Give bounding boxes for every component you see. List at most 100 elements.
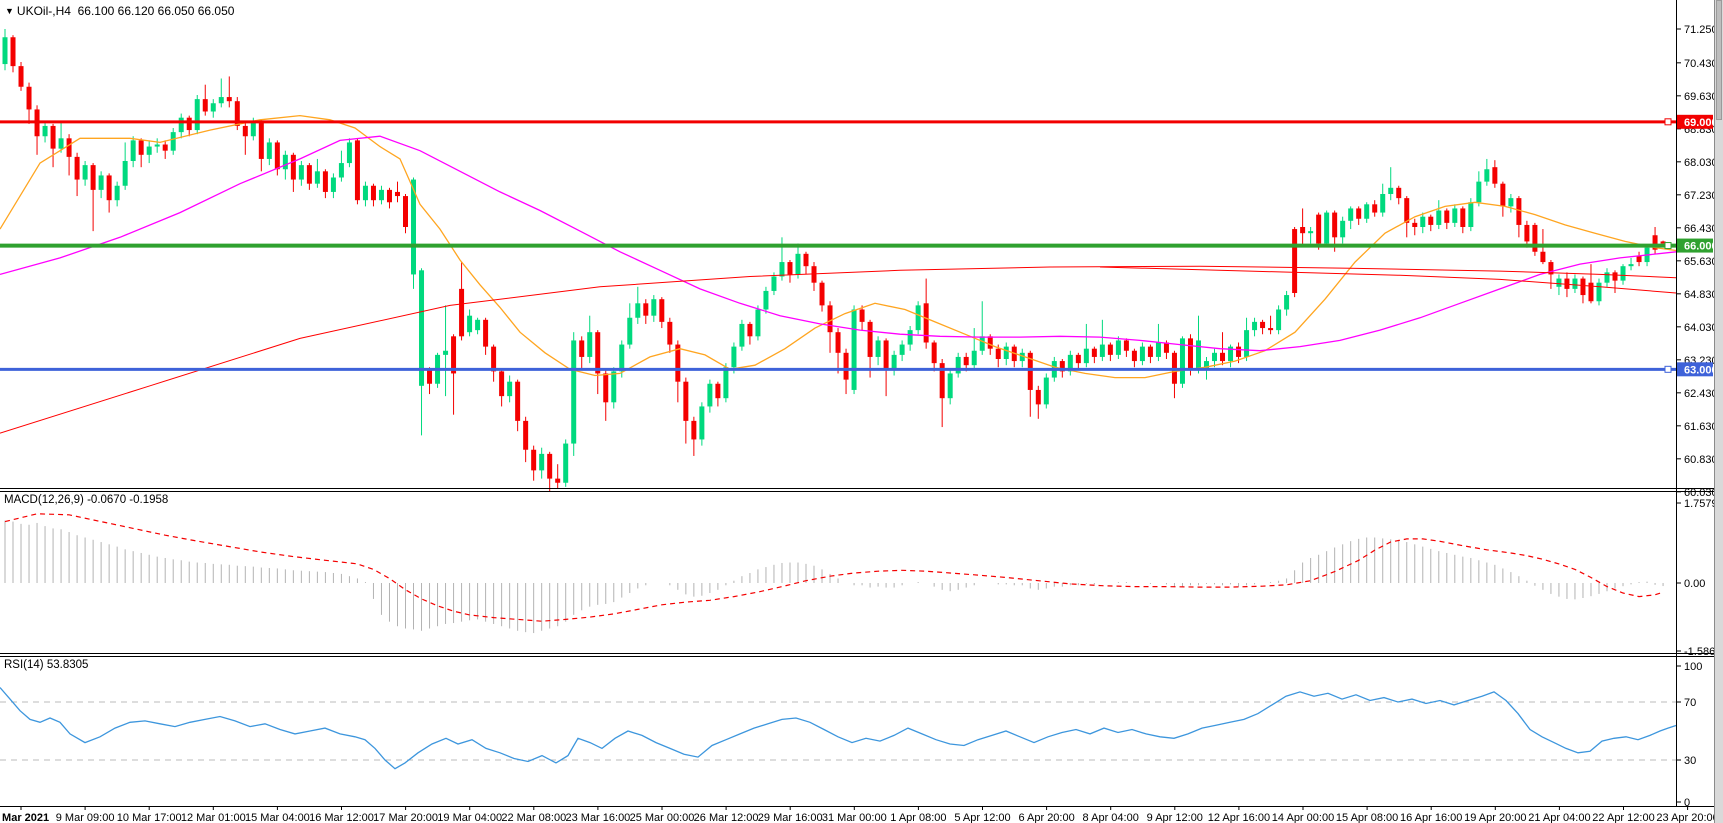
candle (138, 140, 144, 155)
candle (1260, 321, 1266, 329)
svg-text:61.630: 61.630 (1684, 421, 1718, 433)
candle (370, 185, 376, 201)
candle (282, 154, 288, 170)
candle (947, 373, 953, 399)
candle (98, 175, 104, 190)
candle (114, 185, 120, 201)
candle (1620, 266, 1626, 281)
candle (1548, 262, 1554, 275)
candle (1292, 229, 1298, 293)
candle (1436, 210, 1442, 225)
candle (1155, 342, 1161, 357)
svg-text:31 Mar 00:00: 31 Mar 00:00 (822, 812, 887, 823)
vertical-scrollbar[interactable] (1714, 0, 1723, 823)
candle (10, 37, 16, 67)
candle (1484, 169, 1490, 182)
candle (1043, 377, 1049, 405)
svg-text:60.030: 60.030 (1684, 487, 1718, 499)
svg-text:14 Apr 00:00: 14 Apr 00:00 (1272, 812, 1334, 823)
candle (66, 138, 72, 157)
candle (659, 299, 665, 322)
candle (611, 371, 617, 403)
level-lines[interactable] (0, 118, 1676, 373)
scrollbar-thumb[interactable] (1716, 0, 1722, 120)
candle (178, 117, 184, 133)
candle (74, 156, 80, 180)
candle (386, 189, 392, 203)
candle (1300, 227, 1306, 234)
candle (1420, 216, 1426, 227)
candle (715, 383, 721, 399)
candle (354, 140, 360, 201)
svg-text:100: 100 (1684, 661, 1702, 673)
candle (26, 86, 32, 110)
candle (995, 348, 1001, 359)
candle (274, 142, 280, 170)
candle (787, 262, 793, 275)
candle (883, 340, 889, 370)
svg-text:19 Mar 04:00: 19 Mar 04:00 (437, 812, 502, 823)
macd-signal-line (4, 513, 1664, 622)
hline-handle[interactable] (1664, 365, 1672, 373)
candle (803, 253, 809, 267)
candle (1147, 346, 1153, 357)
candle (50, 125, 56, 149)
candle (1067, 354, 1073, 372)
candle (1452, 208, 1458, 223)
svg-text:60.830: 60.830 (1684, 454, 1718, 466)
moving-averages (0, 114, 1677, 434)
candle (1195, 340, 1201, 370)
candle (635, 303, 641, 318)
candlestick-series[interactable] (2, 29, 1666, 491)
svg-text:16 Apr 16:00: 16 Apr 16:00 (1400, 812, 1462, 823)
candle (1628, 264, 1634, 267)
candle (1099, 344, 1105, 357)
candle (475, 319, 481, 331)
svg-text:8 Apr 04:00: 8 Apr 04:00 (1083, 812, 1139, 823)
candle (1404, 198, 1410, 223)
candle (1588, 282, 1594, 302)
price-scale[interactable]: 71.25070.43069.63068.83068.03067.23066.4… (1676, 24, 1721, 809)
candle (707, 383, 713, 407)
ma-red-line-2 (1099, 266, 1677, 294)
candle (1652, 235, 1658, 250)
candle (867, 321, 873, 357)
candle (1131, 350, 1137, 362)
candle (1228, 346, 1234, 362)
svg-text:64.830: 64.830 (1684, 289, 1718, 301)
candle (1572, 278, 1578, 289)
candle (779, 262, 785, 277)
candle (1220, 352, 1226, 362)
candle (771, 276, 777, 291)
candle (18, 66, 24, 87)
hline-handle[interactable] (1664, 242, 1672, 250)
candle (1596, 282, 1602, 302)
candle (683, 381, 689, 421)
candle (1308, 231, 1314, 234)
svg-text:0.00: 0.00 (1684, 578, 1705, 590)
candle (218, 97, 224, 104)
candle (1580, 278, 1586, 296)
candle (330, 177, 336, 192)
svg-text:1 Apr 08:00: 1 Apr 08:00 (890, 812, 946, 823)
candle (1027, 352, 1033, 390)
svg-text:25 Mar 00:00: 25 Mar 00:00 (630, 812, 695, 823)
candle (154, 144, 160, 147)
candle (979, 336, 985, 351)
ma-red-line (0, 265, 1677, 434)
hline-handle[interactable] (1664, 118, 1672, 126)
candle (130, 140, 136, 161)
candle (146, 146, 152, 155)
svg-text:63.000: 63.000 (1684, 364, 1718, 376)
candle (427, 369, 433, 384)
candle (250, 121, 256, 137)
candle (1444, 210, 1450, 223)
candle (1091, 348, 1097, 357)
candle (338, 163, 344, 178)
candle (859, 309, 865, 322)
candle (1252, 321, 1258, 331)
candle (1476, 181, 1482, 203)
symbol-dropdown-icon[interactable]: ▼ (5, 6, 14, 16)
